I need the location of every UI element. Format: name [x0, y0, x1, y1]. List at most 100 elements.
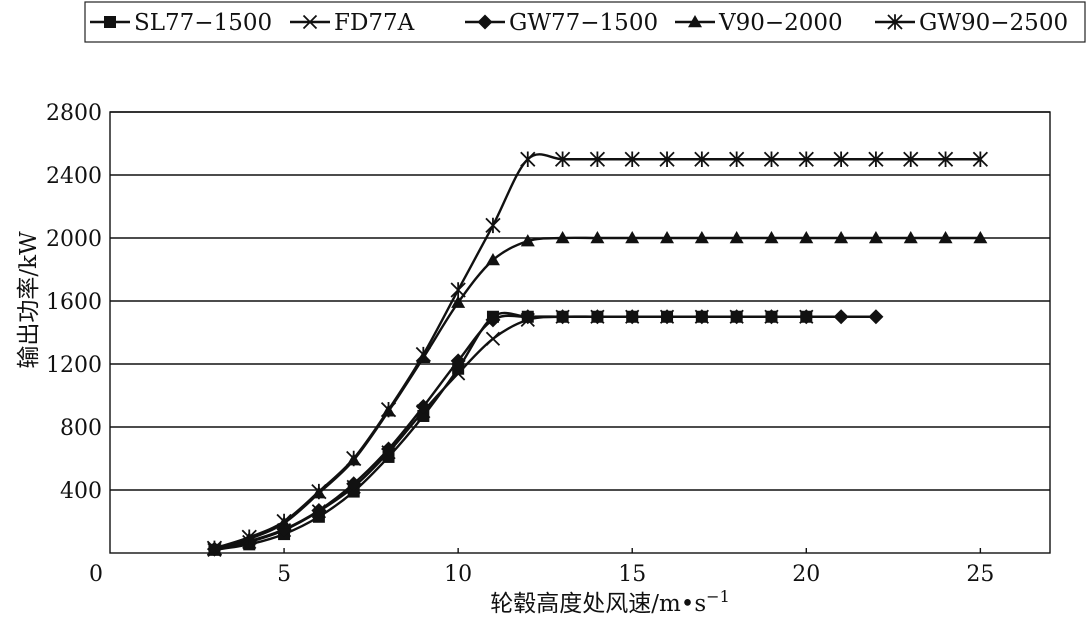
point-gw90-2500-10: [450, 282, 466, 298]
legend-item-fd77a: FD77A: [290, 10, 415, 36]
point-v90-2000-25: [973, 231, 988, 244]
point-gw90-2500-13: [554, 151, 571, 167]
point-v90-2000-16: [660, 231, 675, 244]
legend-item-gw77-1500: GW77−1500: [465, 10, 658, 36]
y-tick-label-400: 400: [60, 479, 102, 504]
point-gw90-2500-14: [589, 151, 606, 167]
point-gw90-2500-15: [624, 151, 640, 167]
legend-label-v90-2000: V90−2000: [718, 10, 843, 36]
point-gw90-2500-4: [241, 529, 257, 545]
plot-frame: [109, 111, 1051, 554]
gridlines: [110, 111, 1050, 491]
point-v90-2000-15: [625, 231, 640, 244]
point-gw90-2500-5: [276, 513, 292, 530]
point-v90-2000-18: [729, 231, 744, 244]
point-gw90-2500-21: [833, 151, 849, 167]
point-gw90-2500-7: [346, 450, 362, 467]
point-gw90-2500-25: [972, 151, 989, 167]
point-v90-2000-19: [764, 231, 779, 244]
legend-item-gw90-2500: GW90−2500: [875, 10, 1068, 36]
point-gw77-1500-17: [694, 309, 710, 325]
point-gw77-1500-16: [659, 309, 675, 325]
point-gw77-1500-6: [311, 502, 327, 518]
point-gw77-1500-7: [346, 476, 362, 492]
legend-item-sl77-1500: SL77−1500: [90, 10, 272, 36]
point-v90-2000-23: [903, 231, 918, 244]
point-gw90-2500-17: [694, 151, 710, 167]
point-gw77-1500-14: [589, 309, 605, 325]
point-gw77-1500-13: [555, 309, 571, 325]
point-gw90-2500-6: [311, 483, 327, 500]
x-tick-label-10: 10: [444, 562, 472, 587]
point-gw77-1500-9: [415, 399, 431, 415]
point-v90-2000-14: [590, 231, 605, 244]
y-tick-label-2400: 2400: [46, 164, 102, 189]
x-tick-label-5: 5: [277, 562, 291, 587]
legend-marker-fd77a: [302, 14, 318, 30]
point-gw77-1500-20: [798, 309, 814, 325]
point-gw77-1500-8: [381, 441, 397, 457]
y-tick-label-2800: 2800: [46, 101, 102, 126]
y-axis-title: 输出功率/kW: [16, 231, 42, 369]
point-gw77-1500-19: [763, 309, 779, 325]
legend-label-sl77-1500: SL77−1500: [134, 10, 272, 36]
point-gw90-2500-22: [868, 151, 884, 167]
point-gw90-2500-12: [520, 151, 536, 167]
x-tick-label-20: 20: [792, 562, 820, 587]
point-v90-2000-21: [834, 231, 849, 244]
point-gw90-2500-8: [380, 401, 397, 418]
legend-label-gw90-2500: GW90−2500: [919, 10, 1068, 36]
axes: 400 800 1200 1600 2000 2400 2800 0 5 10 15 20 25 轮毂高度…: [16, 101, 1051, 617]
point-sl77-1500-10: [452, 362, 465, 375]
point-v90-2000-17: [694, 231, 709, 244]
legend-marker-sl77-1500: [104, 16, 116, 28]
point-gw77-1500-12: [520, 309, 536, 325]
y-tick-label-800: 800: [60, 416, 102, 441]
legend-label-gw77-1500: GW77−1500: [509, 10, 658, 36]
point-sl77-1500-8: [382, 450, 395, 463]
x-tick-label-25: 25: [966, 562, 994, 587]
series-line-sl77-1500: [213, 311, 808, 552]
series-line-fd77a: [213, 315, 808, 552]
point-v90-2000-13: [555, 231, 570, 244]
point-v90-2000-12: [520, 234, 535, 247]
point-gw77-1500-11: [485, 312, 501, 328]
point-gw90-2500-24: [937, 151, 954, 167]
y-tick-label-1200: 1200: [46, 353, 102, 378]
point-gw90-2500-11: [485, 217, 501, 234]
point-gw90-2500-23: [903, 151, 919, 167]
point-gw77-1500-21: [833, 309, 849, 325]
legend-marker-gw90-2500: [887, 14, 903, 30]
point-gw77-1500-22: [868, 309, 884, 325]
legend-marker-gw77-1500: [477, 14, 493, 30]
marker-layer: [206, 151, 989, 557]
point-v90-2000-11: [485, 253, 500, 266]
point-gw90-2500-16: [659, 151, 675, 167]
point-v90-2000-24: [938, 231, 953, 244]
point-gw90-2500-18: [729, 151, 745, 167]
x-tick-label-0: 0: [89, 562, 103, 587]
x-tick-label-15: 15: [618, 562, 646, 587]
point-v90-2000-10: [451, 295, 466, 308]
point-gw90-2500-9: [415, 346, 431, 363]
x-axis-title: 轮毂高度处风速/m•s−1: [490, 587, 730, 617]
point-gw77-1500-15: [624, 309, 640, 325]
legend: SL77−1500 FD77A GW77−1500 V90−2000 GW90−2500: [84, 1, 1086, 43]
legend-item-v90-2000: V90−2000: [675, 10, 843, 36]
point-gw77-1500-10: [450, 353, 466, 369]
point-fd77a-10: [451, 366, 466, 381]
point-gw90-2500-19: [763, 151, 780, 167]
point-sl77-1500-7: [347, 485, 360, 498]
point-v90-2000-22: [868, 231, 883, 244]
legend-label-fd77a: FD77A: [334, 10, 415, 36]
point-gw90-2500-20: [798, 151, 814, 167]
point-fd77a-11: [485, 331, 501, 346]
legend-frame: [84, 1, 1086, 43]
series-line-gw90-2500: [213, 153, 982, 550]
y-tick-label-2000: 2000: [46, 227, 102, 252]
point-gw77-1500-18: [729, 309, 745, 325]
legend-marker-v90-2000: [688, 15, 702, 28]
y-tick-label-1600: 1600: [46, 290, 102, 315]
